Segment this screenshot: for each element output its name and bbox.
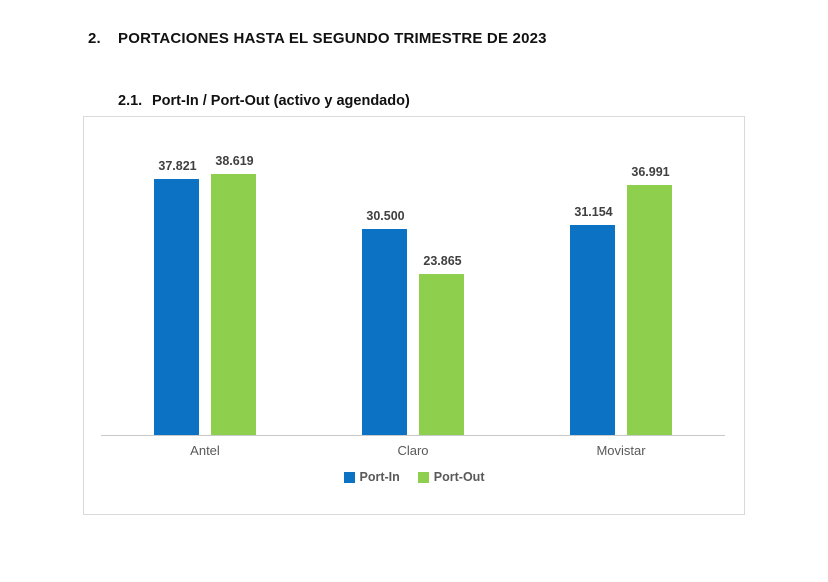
bar-port-in-claro bbox=[362, 229, 407, 435]
legend-item-port-in: Port-In bbox=[343, 470, 400, 484]
data-label-port-out-antel: 38.619 bbox=[215, 154, 254, 168]
subsection-heading: 2.1. Port-In / Port-Out (activo y agendad… bbox=[118, 93, 410, 109]
section-title: PORTACIONES HASTA EL SEGUNDO TRIMESTRE D… bbox=[118, 30, 547, 47]
legend-label-port-in: Port-In bbox=[359, 470, 400, 484]
x-axis-label-antel: Antel bbox=[190, 443, 220, 458]
data-label-port-in-claro: 30.500 bbox=[366, 209, 405, 223]
bar-port-in-antel bbox=[154, 179, 199, 435]
data-label-port-in-movistar: 31.154 bbox=[574, 205, 613, 219]
x-axis-label-claro: Claro bbox=[397, 443, 429, 458]
legend: Port-In Port-Out bbox=[84, 470, 744, 484]
legend-label-port-out: Port-Out bbox=[433, 470, 485, 484]
data-label-port-out-claro: 23.865 bbox=[423, 254, 462, 268]
section-number: 2. bbox=[88, 30, 101, 47]
category-group-movistar: 31.154 36.991 Movistar bbox=[517, 117, 725, 458]
chart-area: 37.821 38.619 Antel 30.500 23.865 Claro 31.154… bbox=[83, 116, 745, 515]
bar-port-out-claro bbox=[419, 274, 464, 435]
subsection-number: 2.1. bbox=[118, 93, 143, 109]
legend-swatch-port-out bbox=[417, 471, 429, 483]
x-axis-label-movistar: Movistar bbox=[596, 443, 646, 458]
subsection-title: Port-In / Port-Out (activo y agendado) bbox=[152, 93, 410, 109]
section-heading: 2. PORTACIONES HASTA EL SEGUNDO TRIMESTRE… bbox=[88, 30, 547, 47]
bar-port-out-antel bbox=[211, 174, 256, 435]
legend-item-port-out: Port-Out bbox=[417, 470, 485, 484]
category-group-antel: 37.821 38.619 Antel bbox=[101, 117, 309, 458]
legend-swatch-port-in bbox=[343, 471, 355, 483]
data-label-port-out-movistar: 36.991 bbox=[631, 165, 670, 179]
data-label-port-in-antel: 37.821 bbox=[158, 159, 197, 173]
bar-port-in-movistar bbox=[570, 225, 615, 435]
bar-port-out-movistar bbox=[627, 185, 672, 435]
x-axis-line bbox=[101, 435, 725, 436]
category-group-claro: 30.500 23.865 Claro bbox=[309, 117, 517, 458]
